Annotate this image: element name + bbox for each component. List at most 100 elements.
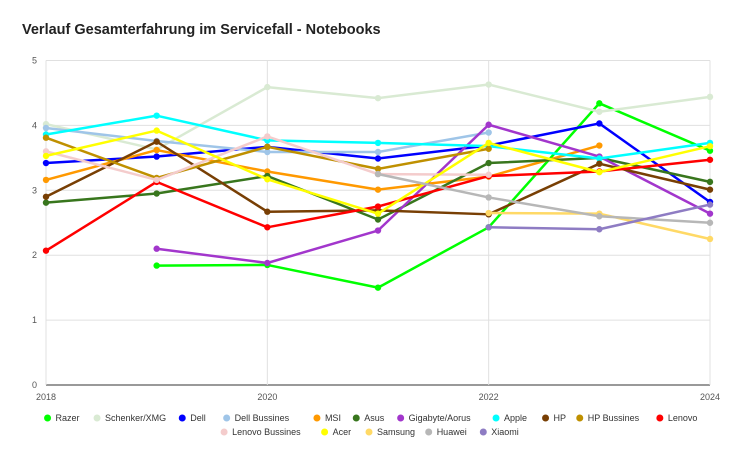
data-point — [706, 219, 714, 226]
data-point — [153, 176, 160, 184]
legend-marker — [352, 414, 360, 422]
data-point — [485, 194, 492, 201]
legend-label: MSI — [325, 413, 341, 423]
data-point — [374, 165, 382, 173]
series-line-huawei — [377, 172, 711, 224]
legend-marker — [223, 414, 231, 422]
legend-label: Samsung — [377, 427, 415, 437]
data-point — [153, 190, 160, 197]
data-point — [706, 210, 714, 217]
data-point — [374, 139, 382, 147]
data-point — [596, 168, 603, 176]
legend-marker — [93, 414, 101, 422]
legend-marker — [397, 414, 405, 422]
legend-label: Gigabyte/Aorus — [409, 413, 472, 423]
data-point — [596, 108, 603, 115]
x-tick-label: 2024 — [700, 392, 720, 402]
data-point — [485, 121, 492, 128]
data-point — [42, 199, 50, 206]
y-tick-label: 2 — [32, 250, 37, 260]
data-point — [596, 226, 603, 233]
legend-marker — [321, 428, 329, 436]
data-point — [374, 170, 382, 178]
data-point — [374, 210, 382, 217]
data-point — [264, 133, 271, 140]
data-point — [374, 227, 382, 234]
data-point — [264, 208, 271, 215]
legend-marker — [656, 414, 664, 422]
data-point — [42, 193, 50, 200]
data-point — [264, 143, 271, 151]
data-point — [596, 120, 603, 127]
legend-label: Dell Bussines — [235, 413, 290, 423]
data-point — [264, 176, 271, 183]
legend-label: Huawei — [437, 427, 467, 437]
legend-label: HP Bussines — [588, 413, 640, 423]
data-point — [264, 259, 271, 267]
data-point — [42, 152, 50, 160]
data-point — [153, 146, 160, 154]
data-point — [596, 142, 603, 149]
legend-label: Lenovo Bussines — [232, 427, 301, 437]
data-point — [42, 176, 50, 184]
data-point — [264, 168, 271, 175]
series-line-msi — [45, 144, 600, 191]
data-point — [374, 155, 382, 162]
data-point — [706, 147, 714, 154]
legend-marker — [576, 414, 584, 422]
data-point — [485, 139, 492, 147]
data-point — [485, 224, 492, 231]
data-point — [374, 94, 382, 102]
data-point — [706, 186, 714, 193]
data-point — [596, 160, 603, 167]
data-point — [264, 83, 271, 91]
legend-marker — [425, 428, 433, 436]
data-point — [485, 129, 492, 136]
legend-label: Asus — [364, 413, 385, 423]
legend-marker — [479, 428, 487, 436]
legend-label: Razer — [56, 413, 80, 423]
y-tick-label: 4 — [32, 120, 37, 130]
data-point — [42, 148, 50, 155]
data-point — [485, 171, 492, 178]
legend-marker — [365, 428, 373, 436]
data-point — [485, 81, 492, 88]
x-tick-label: 2018 — [36, 392, 56, 402]
legend-label: HP — [554, 413, 567, 423]
data-point — [706, 156, 714, 163]
legend-label: Apple — [504, 413, 527, 423]
y-tick-label: 5 — [32, 56, 37, 66]
data-point — [42, 159, 50, 167]
y-tick-label: 1 — [32, 315, 37, 325]
data-point — [374, 216, 382, 223]
x-tick-label: 2022 — [479, 392, 499, 402]
data-point — [153, 245, 160, 252]
data-point — [374, 148, 382, 156]
data-point — [153, 262, 160, 269]
legend-label: Acer — [333, 427, 352, 437]
data-point — [706, 235, 714, 243]
chart-title: Verlauf Gesamterfahrung im Servicefall -… — [22, 22, 381, 38]
data-point — [264, 224, 271, 231]
data-point — [706, 178, 714, 186]
data-point — [485, 209, 492, 217]
data-point — [153, 127, 160, 134]
data-point — [42, 247, 50, 254]
legend-marker — [44, 414, 52, 422]
data-point — [264, 148, 271, 156]
legend-marker — [542, 414, 550, 422]
legend-label: Schenker/XMG — [105, 413, 166, 423]
legend-marker — [492, 414, 500, 422]
y-tick-label: 3 — [32, 185, 37, 195]
legend-label: Lenovo — [668, 413, 698, 423]
data-point — [706, 142, 714, 150]
data-point — [153, 138, 160, 145]
data-point — [485, 145, 492, 152]
data-point — [596, 100, 603, 107]
data-point — [596, 213, 603, 220]
data-point — [706, 93, 714, 101]
legend-label: Xiaomi — [491, 427, 519, 437]
x-tick-label: 2020 — [257, 392, 277, 402]
